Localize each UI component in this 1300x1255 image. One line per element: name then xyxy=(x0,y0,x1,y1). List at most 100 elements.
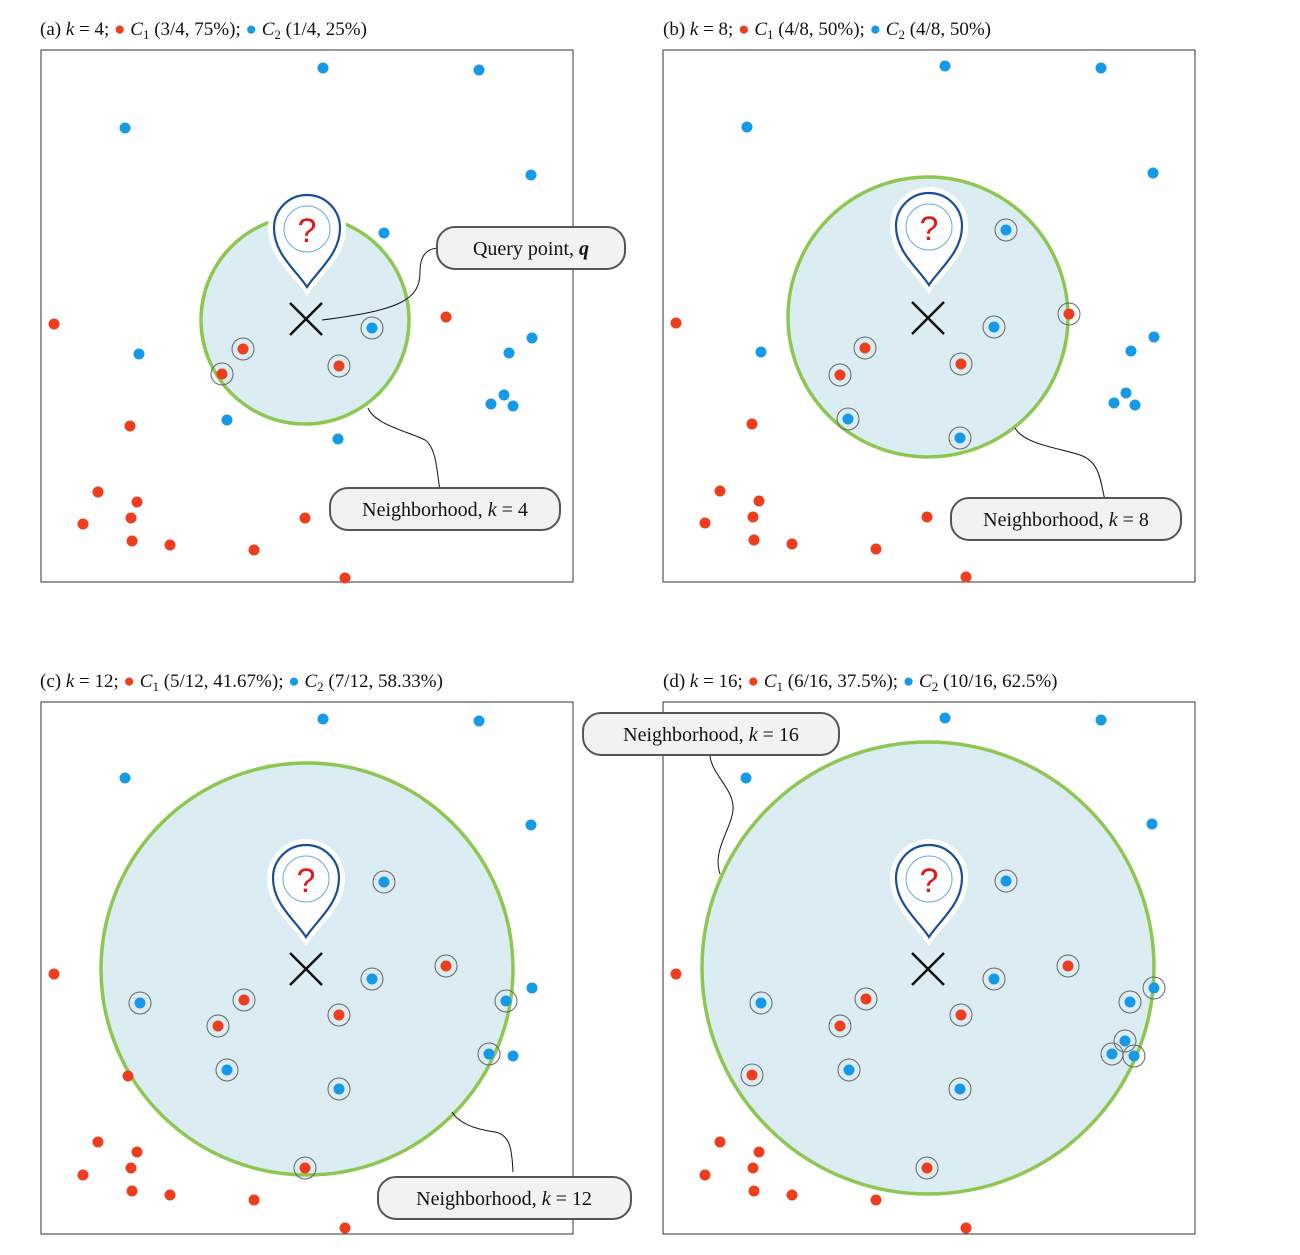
data-point-c1 xyxy=(164,539,176,551)
neighbor-ring xyxy=(949,352,973,376)
title-c1-label: C xyxy=(140,671,153,692)
neighbor-ring xyxy=(836,407,860,431)
data-point-c1 xyxy=(339,572,351,584)
data-point-c1 xyxy=(921,1162,933,1174)
ring-layer xyxy=(210,316,384,386)
callout-var: q xyxy=(579,238,589,260)
callout-box xyxy=(950,497,1182,541)
title-k-eq: = 8; xyxy=(698,19,738,40)
neighbor-ring xyxy=(1118,990,1142,1014)
data-point-c1 xyxy=(248,1194,260,1206)
data-point-c1 xyxy=(747,511,759,523)
neighbor-ring xyxy=(982,315,1006,339)
data-point-c2 xyxy=(333,1083,345,1095)
data-point-c1 xyxy=(440,960,452,972)
data-point-c2 xyxy=(473,715,485,727)
callout-value: = 12 xyxy=(551,1188,592,1210)
data-point-c1 xyxy=(786,1189,798,1201)
panel-d: (d) k = 16; ● C1 (6/16, 37.5%); ● C2 (10… xyxy=(582,671,1196,1235)
neighbor-ring xyxy=(1142,976,1166,1000)
title-c1-stats: (3/4, 75%); xyxy=(149,19,245,40)
query-cross-icon xyxy=(911,301,945,335)
neighbor-ring xyxy=(994,218,1018,242)
data-point-c2 xyxy=(483,1048,495,1060)
question-mark-icon: ? xyxy=(920,862,939,900)
callout-text: Neighborhood, xyxy=(416,1188,542,1210)
title-c2-label: C xyxy=(886,19,899,40)
data-point-c2 xyxy=(1124,996,1136,1008)
data-point-c2 xyxy=(317,62,329,74)
data-point-c2 xyxy=(939,712,951,724)
callout-var: k xyxy=(749,724,759,746)
panel-b: (b) k = 8; ● C1 (4/8, 50%); ● C2 (4/8, 5… xyxy=(662,19,1196,583)
neighbor-ring xyxy=(128,991,152,1015)
data-point-c1 xyxy=(125,512,137,524)
points-c1 xyxy=(670,308,1075,583)
data-point-c1 xyxy=(248,544,260,556)
panel-title: (b) k = 8; ● C1 (4/8, 50%); ● C2 (4/8, 5… xyxy=(663,19,991,42)
data-point-c2 xyxy=(525,169,537,181)
data-point-c2 xyxy=(1106,1048,1118,1060)
data-point-c2 xyxy=(221,1064,233,1076)
query-cross-icon xyxy=(911,952,945,986)
data-point-c2 xyxy=(1128,1050,1140,1062)
neighbor-ring xyxy=(1113,1029,1137,1053)
ring-layer xyxy=(128,870,518,1180)
data-point-c2 xyxy=(119,122,131,134)
title-c2-label: C xyxy=(304,671,317,692)
neighborhood-callout: Neighborhood, k = 8 xyxy=(950,497,1182,541)
data-point-c2 xyxy=(507,1050,519,1062)
ring-layer xyxy=(828,218,1081,450)
data-point-c1 xyxy=(955,358,967,370)
title-k-eq: = 12; xyxy=(74,671,123,692)
callout-var: k xyxy=(542,1188,552,1210)
title-c2-stats: (10/16, 62.5%) xyxy=(938,671,1057,692)
neighbor-ring xyxy=(293,1156,317,1180)
data-point-c1 xyxy=(126,535,138,547)
data-point-c2 xyxy=(740,772,752,784)
title-c2-label: C xyxy=(262,19,275,40)
data-point-c2 xyxy=(1129,399,1141,411)
data-point-c2 xyxy=(1148,331,1160,343)
callout-label: Neighborhood, k = 16 xyxy=(623,724,799,746)
c1-legend-bullet: ● xyxy=(738,19,754,40)
data-point-c1 xyxy=(1062,960,1074,972)
neighbor-ring xyxy=(828,363,852,387)
question-mark-icon: ? xyxy=(298,212,317,250)
data-point-c1 xyxy=(333,360,345,372)
title-c1-label: C xyxy=(764,671,777,692)
title-c1-sub: 1 xyxy=(143,27,150,42)
title-k-eq: = 16; xyxy=(698,671,747,692)
c1-legend-bullet: ● xyxy=(114,19,130,40)
neighbor-ring xyxy=(837,1058,861,1082)
data-point-c1 xyxy=(960,571,972,583)
location-pin-icon: ? xyxy=(890,839,968,946)
title-c2-stats: (7/12, 58.33%) xyxy=(324,671,443,692)
title-c2-sub: 2 xyxy=(317,679,324,694)
data-point-c2 xyxy=(1095,62,1107,74)
neighbor-ring xyxy=(915,1156,939,1180)
data-point-c1 xyxy=(670,968,682,980)
title-k-var: k xyxy=(66,19,75,40)
neighbor-ring xyxy=(1057,302,1081,326)
data-point-c1 xyxy=(748,534,760,546)
title-c2-sub: 2 xyxy=(932,679,939,694)
neighborhood-callout: Neighborhood, k = 12 xyxy=(377,1176,632,1220)
data-point-c2 xyxy=(755,997,767,1009)
data-point-c1 xyxy=(859,342,871,354)
data-point-c2 xyxy=(378,876,390,888)
data-point-c2 xyxy=(939,60,951,72)
neighbor-ring xyxy=(854,987,878,1011)
data-point-c2 xyxy=(503,347,515,359)
data-point-c2 xyxy=(366,322,378,334)
data-point-c1 xyxy=(747,1162,759,1174)
location-pin-icon: ? xyxy=(267,188,346,296)
data-point-c2 xyxy=(378,227,390,239)
callout-box xyxy=(436,226,626,270)
data-point-c2 xyxy=(755,346,767,358)
title-c1-stats: (6/16, 37.5%); xyxy=(783,671,903,692)
neighbor-ring xyxy=(1122,1044,1146,1068)
neighbor-ring xyxy=(327,1003,351,1027)
data-point-c2 xyxy=(1119,1035,1131,1047)
